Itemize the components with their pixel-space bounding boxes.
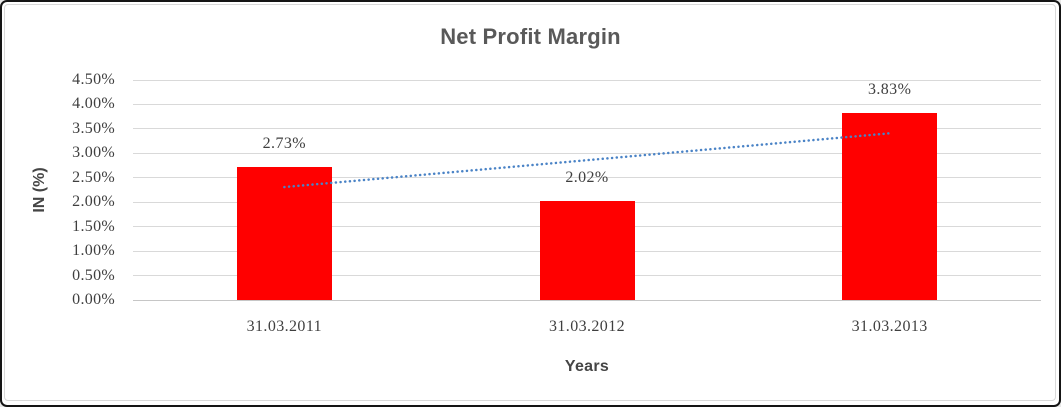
y-tick-label: 4.00% [72,95,115,113]
bar-3[interactable] [842,112,938,300]
y-tick-label: 3.50% [72,119,115,137]
data-label-3: 3.83% [867,80,912,98]
data-label-1: 2.73% [262,134,306,152]
y-tick-label: 2.00% [72,193,115,211]
x-axis-title: Years [564,358,610,375]
gridline [133,177,1041,179]
gridline [133,79,1041,81]
y-tick-label: 2.50% [72,168,115,186]
x-category-label-1: 31.03.2011 [246,318,323,335]
chart-title: Net Profit Margin [440,24,621,49]
data-label-2: 2.02% [565,169,609,187]
gridline [133,152,1041,154]
plot-area [133,79,1041,301]
y-tick-label: 0.50% [72,266,115,284]
y-tick-label: 3.00% [72,144,115,162]
bar-1[interactable] [236,166,332,300]
x-category-label-3: 31.03.2013 [851,318,928,335]
y-tick-label: 4.50% [72,71,115,88]
trendline [283,132,891,189]
y-tick-label: 1.00% [72,242,115,260]
gridline [133,128,1041,130]
y-tick-label: 0.00% [72,291,115,308]
y-tick-label: 1.50% [72,217,115,235]
trendline-dotted-line [283,132,891,189]
gridline [133,299,1041,301]
x-category-label-2: 31.03.2012 [549,318,625,335]
bar-2[interactable] [539,201,635,300]
gridline [133,103,1041,105]
